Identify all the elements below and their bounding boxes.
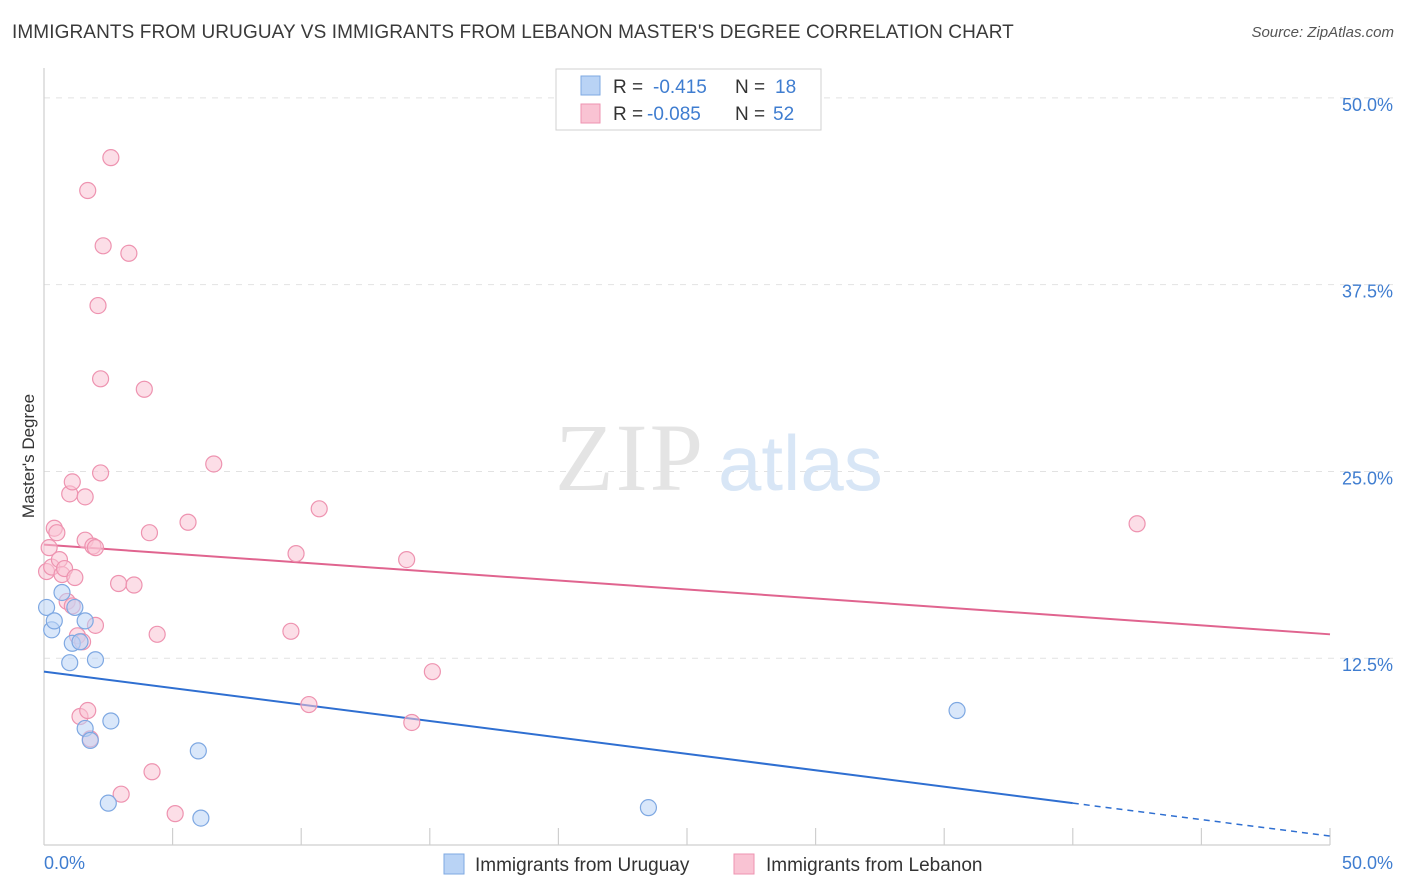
- y-axis-tick-labels: 12.5% 25.0% 37.5% 50.0%: [1342, 95, 1393, 675]
- point-lebanon: [300, 695, 318, 714]
- point-lebanon: [102, 149, 120, 167]
- point-uruguay: [45, 612, 63, 630]
- point-lebanon: [112, 785, 130, 803]
- svg-text:atlas: atlas: [718, 419, 883, 507]
- point-lebanon: [79, 181, 97, 200]
- gridlines: [44, 97, 1393, 659]
- point-uruguay: [81, 731, 99, 750]
- source-credit: Source: ZipAtlas.com: [1251, 24, 1394, 41]
- legend-r-value-uruguay: -0.415: [653, 77, 707, 98]
- point-lebanon: [423, 663, 441, 681]
- point-lebanon: [140, 524, 159, 542]
- point-lebanon: [94, 237, 112, 255]
- point-lebanon: [143, 763, 161, 781]
- y-tick-label: 25.0%: [1342, 468, 1393, 488]
- legend-n-value-uruguay: 18: [775, 77, 796, 98]
- point-lebanon: [40, 539, 58, 557]
- point-lebanon: [1128, 515, 1146, 533]
- y-axis-label: Master's Degree: [19, 394, 38, 518]
- point-lebanon: [76, 488, 94, 506]
- x-tick-label-max: 50.0%: [1342, 853, 1393, 873]
- point-lebanon: [403, 713, 421, 732]
- point-lebanon: [89, 296, 107, 315]
- point-uruguay: [639, 799, 658, 817]
- point-uruguay: [948, 701, 966, 720]
- data-points: [37, 149, 1146, 827]
- point-uruguay: [66, 598, 84, 617]
- legend-swatch-lebanon: [580, 103, 601, 124]
- point-lebanon: [91, 464, 110, 482]
- x-tick-label-min: 0.0%: [44, 853, 85, 873]
- point-uruguay: [37, 598, 56, 617]
- point-lebanon: [310, 500, 328, 518]
- chart-title: IMMIGRANTS FROM URUGUAY VS IMMIGRANTS FR…: [12, 22, 1014, 43]
- svg-text:ZIP: ZIP: [555, 404, 705, 511]
- point-lebanon: [63, 473, 81, 491]
- point-lebanon: [66, 568, 84, 587]
- point-lebanon: [79, 701, 97, 720]
- point-lebanon: [135, 380, 153, 398]
- series-legend-label-lebanon: Immigrants from Lebanon: [766, 855, 983, 876]
- point-lebanon: [287, 545, 305, 563]
- point-uruguay: [99, 794, 117, 812]
- point-lebanon: [86, 539, 105, 557]
- point-lebanon: [120, 244, 138, 262]
- point-lebanon: [91, 370, 110, 388]
- point-lebanon: [282, 622, 300, 640]
- point-uruguay: [189, 742, 207, 760]
- legend-r-label-lebanon: R =: [613, 104, 643, 125]
- stats-legend: R = -0.415 N = 18 R = -0.085 N = 52: [555, 68, 822, 131]
- watermark: ZIP atlas: [555, 404, 883, 511]
- legend-r-value-lebanon: -0.085: [647, 104, 701, 125]
- x-axis-ticks: [172, 828, 1331, 845]
- legend-n-value-lebanon: 52: [773, 104, 794, 125]
- point-uruguay: [71, 633, 89, 651]
- trend-lines: [43, 543, 1331, 837]
- point-uruguay: [192, 809, 210, 827]
- series-legend-swatch-lebanon: [733, 853, 755, 875]
- y-tick-label: 50.0%: [1342, 95, 1393, 115]
- legend-n-label-lebanon: N =: [735, 104, 765, 125]
- point-lebanon: [179, 513, 197, 531]
- point-uruguay: [86, 651, 105, 669]
- series-legend-label-uruguay: Immigrants from Uruguay: [475, 855, 690, 876]
- point-lebanon: [166, 805, 184, 823]
- point-lebanon: [205, 455, 223, 473]
- point-uruguay: [76, 612, 94, 630]
- y-tick-label: 12.5%: [1342, 655, 1393, 675]
- trend-line-lebanon: [43, 543, 1331, 636]
- trend-line-uruguay: [43, 670, 1073, 805]
- legend-swatch-uruguay: [580, 75, 601, 96]
- point-lebanon: [48, 524, 66, 542]
- point-lebanon: [148, 625, 166, 643]
- y-tick-label: 37.5%: [1342, 282, 1393, 302]
- point-lebanon: [125, 576, 143, 594]
- point-uruguay: [61, 654, 79, 672]
- point-uruguay: [53, 583, 71, 602]
- legend-n-label-uruguay: N =: [735, 77, 765, 98]
- legend-r-label-uruguay: R =: [613, 77, 643, 98]
- series-legend-swatch-uruguay: [443, 853, 465, 875]
- point-lebanon: [398, 551, 416, 569]
- point-uruguay: [102, 712, 120, 730]
- series-legend: Immigrants from Uruguay Immigrants from …: [443, 853, 983, 876]
- point-lebanon: [109, 574, 128, 593]
